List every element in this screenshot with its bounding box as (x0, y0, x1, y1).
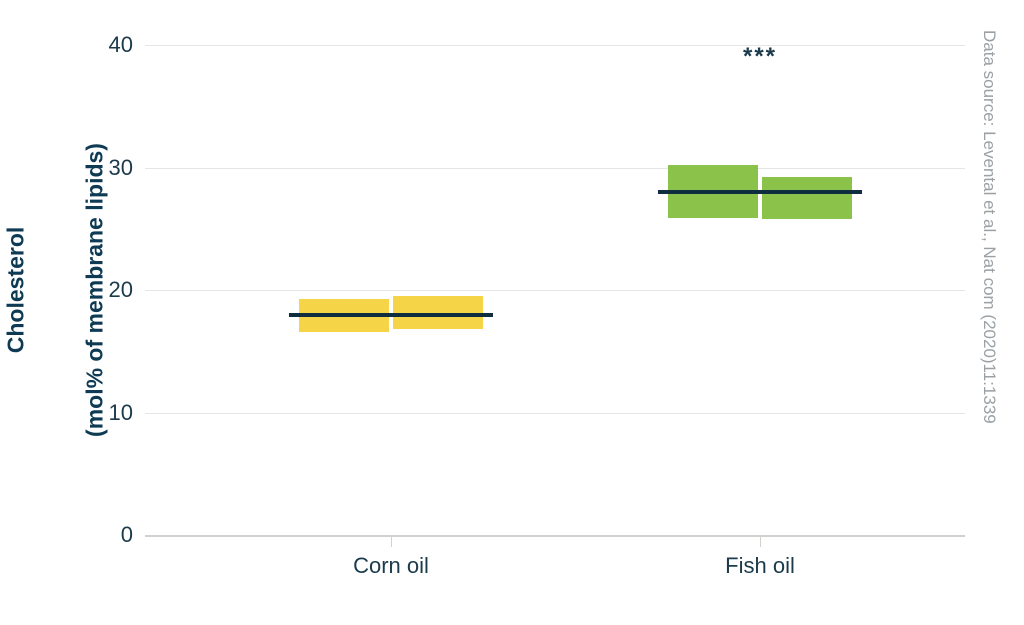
y-axis-label-line1: Cholesterol (2, 143, 28, 437)
xtick-label: Fish oil (725, 553, 795, 579)
gridline (145, 45, 965, 46)
box-fish-oil-right_box (762, 177, 852, 219)
ytick-label: 10 (95, 400, 133, 426)
median-corn-oil (289, 313, 493, 317)
ytick-label: 40 (95, 32, 133, 58)
ytick-label: 30 (95, 155, 133, 181)
y-axis-label: Cholesterol (mol% of membrane lipids) (0, 143, 161, 437)
median-fish-oil (658, 190, 862, 194)
xtick-label: Corn oil (353, 553, 429, 579)
chart-container: Cholesterol (mol% of membrane lipids) **… (0, 0, 1024, 625)
ytick-label: 0 (95, 522, 133, 548)
citation-text: Data source: Levental et al., Nat com (2… (979, 30, 999, 424)
plot-area: *** (145, 45, 965, 535)
x-axis-baseline (145, 535, 965, 537)
xtick-mark (760, 535, 761, 547)
ytick-label: 20 (95, 277, 133, 303)
gridline (145, 290, 965, 291)
significance-marker: *** (743, 43, 777, 71)
gridline (145, 168, 965, 169)
gridline (145, 413, 965, 414)
xtick-mark (391, 535, 392, 547)
